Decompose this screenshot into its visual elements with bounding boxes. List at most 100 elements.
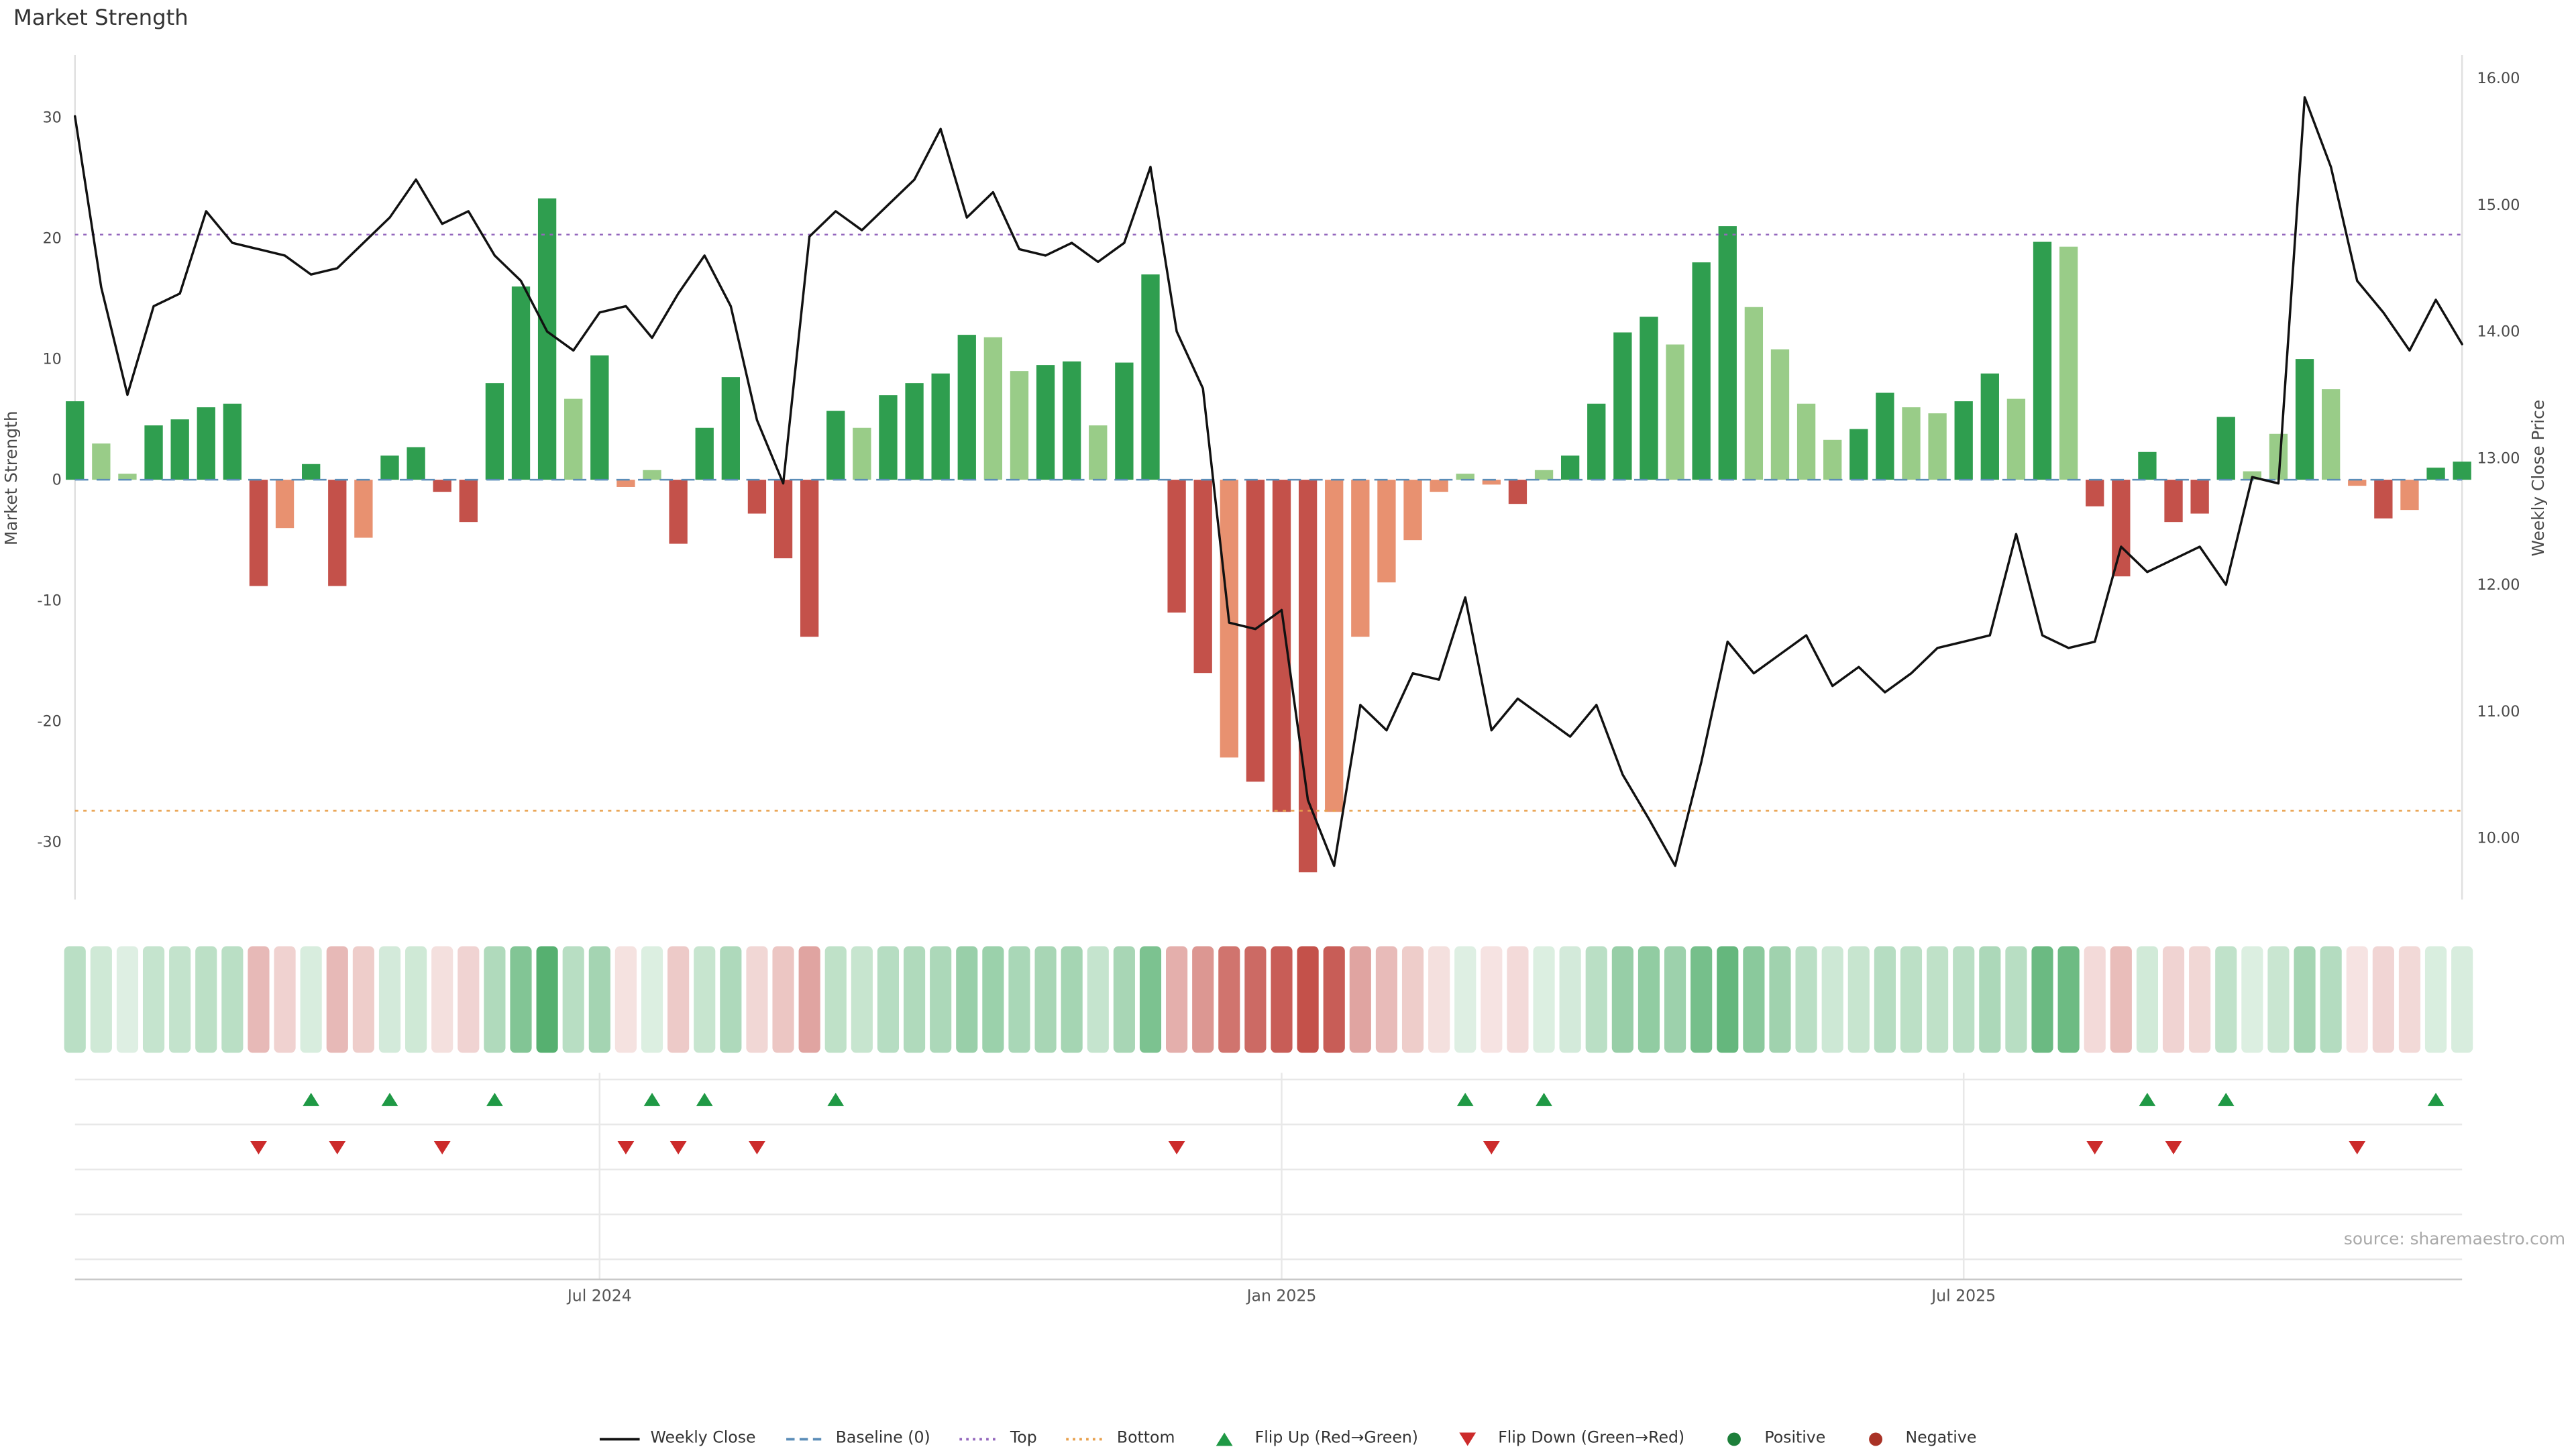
gridlines-layer (74, 54, 2463, 1281)
flip-up-marker (1456, 1092, 1474, 1106)
strength-bar (564, 398, 583, 480)
heatmap-cell (2451, 946, 2473, 1053)
flip-down-marker (2165, 1140, 2182, 1155)
strength-bar (1640, 317, 1658, 480)
left-axis-tick: 20 (42, 230, 61, 248)
flip-down-marker (2086, 1140, 2104, 1155)
strength-bar (2400, 480, 2419, 511)
flip-up-marker (486, 1092, 503, 1106)
strength-bar (1063, 361, 1081, 480)
strength-bar (1796, 403, 1816, 480)
heatmap-cell (562, 946, 584, 1053)
heatmap-cell (1507, 946, 1529, 1053)
strength-bar (957, 335, 976, 480)
heatmap-cell (2162, 946, 2185, 1053)
strength-bar (1718, 226, 1737, 480)
heatmap-cell (142, 946, 165, 1053)
heatmap-cell (221, 946, 244, 1053)
left-axis-tick: -30 (37, 834, 61, 851)
flip-down-marker (617, 1140, 635, 1155)
right-axis-tick: 16.00 (2477, 70, 2520, 87)
strength-bar (1823, 439, 1842, 480)
source-note: source: sharemaestro.com (2344, 1229, 2565, 1248)
strength-bar (537, 198, 557, 480)
heatmap-cell (1113, 946, 1135, 1053)
strength-bar (170, 419, 189, 480)
heatmap-cell (64, 946, 86, 1053)
strength-bar (1928, 413, 1947, 480)
strength-bar (1115, 362, 1134, 480)
heatmap-cell (116, 946, 139, 1053)
heatmap-cell (1008, 946, 1030, 1053)
legend-item-flip-up-red-green[interactable]: Flip Up (Red→Green) (1203, 1430, 1418, 1448)
heatmap-cell (300, 946, 322, 1053)
legend-item-weekly-close[interactable]: Weekly Close (599, 1430, 756, 1448)
strength-bar (669, 480, 688, 544)
strength-bar (1167, 480, 1186, 613)
heatmap-cell (2110, 946, 2132, 1053)
circle-swatch-icon (1868, 1432, 1882, 1446)
strength-bar (2426, 468, 2445, 480)
strength-bar (1089, 425, 1108, 480)
strength-bar (616, 480, 635, 487)
strength-bar (1849, 429, 1868, 480)
strength-bar (1482, 480, 1501, 485)
legend-item-flip-down-green-red[interactable]: Flip Down (Green→Red) (1446, 1430, 1684, 1448)
heatmap-cell (1192, 946, 1214, 1053)
right-axis-tick: 13.00 (2477, 449, 2520, 467)
strength-bar (66, 401, 85, 480)
heatmap-cell (824, 946, 847, 1053)
heatmap-cell (1087, 946, 1109, 1053)
heatmap-cell (1664, 946, 1686, 1053)
circle-swatch-icon (1727, 1432, 1741, 1446)
heatmap-cell (90, 946, 112, 1053)
heatmap-cell (1481, 946, 1503, 1053)
heatmap-strip-layer (64, 946, 2473, 1053)
strength-bar (1246, 480, 1265, 782)
legend-item-baseline-0[interactable]: Baseline (0) (784, 1430, 930, 1448)
heatmap-cell (982, 946, 1004, 1053)
flip-up-marker (381, 1092, 398, 1106)
heatmap-cell (1874, 946, 1896, 1053)
legend-item-positive[interactable]: Positive (1713, 1430, 1825, 1448)
heatmap-cell (195, 946, 217, 1053)
chart-legend: Weekly Close Baseline (0) Top Bottom Flip Up… (0, 1430, 2575, 1448)
heatmap-cell (1244, 946, 1267, 1053)
flip-down-marker (749, 1140, 765, 1155)
legend-item-bottom[interactable]: Bottom (1065, 1430, 1175, 1448)
heatmap-cell (588, 946, 610, 1053)
swatch-triangle-up (1216, 1432, 1234, 1446)
strength-bar (747, 480, 767, 514)
heatmap-cell (1611, 946, 1633, 1053)
strength-bar (354, 480, 373, 538)
strength-bar (302, 464, 321, 480)
strength-bar (1272, 480, 1291, 812)
heatmap-cell (1769, 946, 1791, 1053)
strength-bar (983, 337, 1003, 480)
strength-bar (1770, 349, 1790, 480)
heatmap-cell (956, 946, 978, 1053)
page-title: Market Strength (13, 6, 189, 32)
legend-label: Negative (1905, 1429, 1977, 1448)
heatmap-cell (536, 946, 558, 1053)
flip-down-marker (1168, 1140, 1185, 1155)
legend-label: Flip Up (Red→Green) (1254, 1429, 1419, 1448)
strength-bar (721, 377, 740, 480)
strength-bar (1744, 307, 1764, 480)
legend-item-negative[interactable]: Negative (1854, 1430, 1976, 1448)
legend-item-top[interactable]: Top (959, 1430, 1037, 1448)
heatmap-cell (1953, 946, 1975, 1053)
strength-bar (1560, 455, 1580, 480)
strength-bar (826, 411, 845, 480)
strength-bar (197, 407, 215, 480)
heatmap-cell (1375, 946, 1397, 1053)
heatmap-cell (352, 946, 374, 1053)
strength-bar (1954, 401, 1973, 480)
strength-bar (511, 286, 531, 480)
strength-bar (2112, 480, 2131, 577)
heatmap-cell (1559, 946, 1581, 1053)
left-axis-tick: 30 (42, 109, 61, 127)
right-axis-tick: 11.00 (2477, 703, 2520, 720)
strength-bar (433, 480, 451, 492)
heatmap-cell (1271, 946, 1293, 1053)
